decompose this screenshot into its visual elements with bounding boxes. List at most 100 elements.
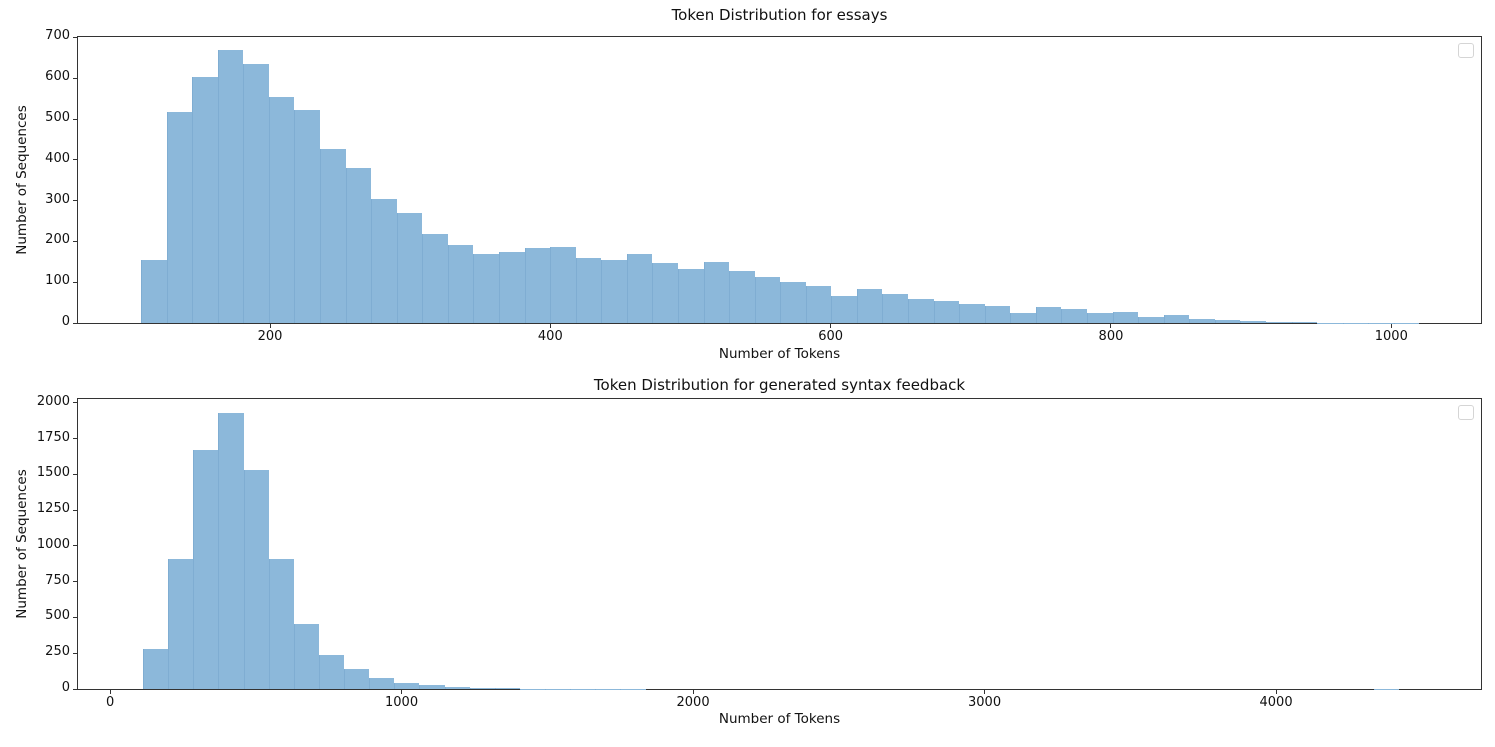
histogram-bar <box>780 282 806 323</box>
histogram-bar <box>677 268 704 323</box>
x-tick-label: 1000 <box>385 695 419 710</box>
histogram-bar <box>524 248 551 323</box>
y-tick-mark <box>73 688 77 690</box>
x-tick-label: 3000 <box>968 695 1002 710</box>
histogram-bar <box>268 558 294 689</box>
y-tick-mark <box>73 240 77 242</box>
x-tick-mark <box>1275 690 1277 694</box>
histogram-bar <box>320 148 346 323</box>
chart-title-syntax-feedback: Token Distribution for generated syntax … <box>593 376 966 394</box>
y-tick-label: 400 <box>45 150 70 166</box>
y-tick-mark <box>73 509 77 511</box>
histogram-bar <box>243 470 269 689</box>
y-tick-label: 250 <box>45 644 70 660</box>
plot-area-syntax-feedback: 0 1000 2000 3000 4000 0 250 500 750 1000 1250 1500 1… <box>37 394 1482 710</box>
x-axis-label-syntax-feedback: Number of Tokens <box>718 711 841 727</box>
histogram-bar <box>652 262 678 323</box>
y-tick-mark <box>73 581 77 583</box>
plot-area-essays: 200 400 600 800 1000 0 100 200 300 400 500 600 700 <box>45 28 1482 344</box>
histogram-bar <box>882 294 909 323</box>
histogram-bar <box>1035 306 1062 323</box>
legend-box <box>1458 405 1474 420</box>
histogram-bar <box>243 63 269 323</box>
y-tick-label: 600 <box>45 69 70 85</box>
y-tick-label: 0 <box>61 314 70 329</box>
histogram-bar <box>293 623 319 689</box>
histogram-bar <box>268 96 295 323</box>
y-tick-mark <box>73 322 77 324</box>
histogram-bar <box>729 270 755 323</box>
y-tick-label: 300 <box>45 191 70 207</box>
histogram-bar <box>984 305 1011 323</box>
x-tick-label: 400 <box>537 329 563 344</box>
y-tick-label: 1500 <box>36 465 70 481</box>
histogram-bar <box>371 198 397 323</box>
x-tick-label: 200 <box>257 329 283 344</box>
histogram-bar <box>494 688 520 689</box>
histogram-bar <box>908 298 934 323</box>
histogram-bar <box>1138 316 1164 323</box>
histogram-bar <box>469 687 495 689</box>
histogram-bar <box>192 77 218 323</box>
histogram-bar <box>396 212 423 323</box>
histogram-bar <box>369 678 395 689</box>
y-tick-label: 200 <box>45 232 70 248</box>
histogram-bar <box>419 684 445 689</box>
histogram-bar <box>831 296 857 323</box>
x-tick-mark <box>549 324 551 328</box>
y-tick-mark <box>73 159 77 161</box>
y-tick-label: 700 <box>45 28 70 44</box>
histogram-bar <box>218 412 244 689</box>
y-tick-mark <box>73 200 77 202</box>
histogram-bar <box>318 654 345 689</box>
histogram-bar <box>422 234 448 323</box>
histogram-bar <box>294 110 321 323</box>
y-tick-mark <box>73 545 77 547</box>
x-tick-mark <box>692 690 694 694</box>
histogram-bar <box>1240 320 1266 323</box>
histogram-bar <box>959 304 985 323</box>
histogram-bar <box>805 285 832 323</box>
y-tick-label: 100 <box>45 273 70 289</box>
histogram-bar <box>1061 309 1087 323</box>
x-tick-label: 4000 <box>1259 695 1293 710</box>
histogram-bar <box>601 260 627 323</box>
x-tick-label: 1000 <box>1374 329 1408 344</box>
histogram-bar <box>217 50 244 323</box>
histogram-bar <box>754 276 781 323</box>
histogram-bar <box>193 450 219 689</box>
histogram-bar <box>143 648 169 689</box>
y-tick-mark <box>73 118 77 120</box>
x-tick-mark <box>984 690 986 694</box>
y-tick-mark <box>73 473 77 475</box>
histogram-bar <box>1163 314 1190 323</box>
y-tick-label: 500 <box>45 110 70 125</box>
histogram-bar <box>1291 322 1318 323</box>
y-tick-label: 1750 <box>36 429 70 445</box>
histogram-bar <box>1112 311 1139 323</box>
histogram-bar <box>168 558 194 689</box>
y-tick-mark <box>73 77 77 79</box>
histogram-bar <box>444 686 470 689</box>
x-tick-mark <box>1390 324 1392 328</box>
x-tick-mark <box>109 690 111 694</box>
y-tick-mark <box>73 652 77 654</box>
y-tick-mark <box>73 36 77 38</box>
x-tick-mark <box>269 324 271 328</box>
x-axis-label-essays: Number of Tokens <box>718 346 841 362</box>
y-tick-label: 2000 <box>36 393 70 409</box>
y-tick-mark <box>73 616 77 618</box>
histogram-bar <box>1189 318 1215 323</box>
x-tick-label: 0 <box>105 695 115 710</box>
y-tick-mark <box>73 281 77 283</box>
y-tick-label: 1000 <box>36 536 70 552</box>
y-tick-label: 0 <box>61 680 70 695</box>
x-tick-label: 2000 <box>676 695 710 710</box>
histogram-bar <box>1214 320 1241 323</box>
y-tick-mark <box>73 402 77 404</box>
histogram-bar <box>575 257 602 323</box>
histogram-bar <box>550 246 576 323</box>
legend-box <box>1458 43 1474 58</box>
histogram-bar <box>473 254 499 323</box>
